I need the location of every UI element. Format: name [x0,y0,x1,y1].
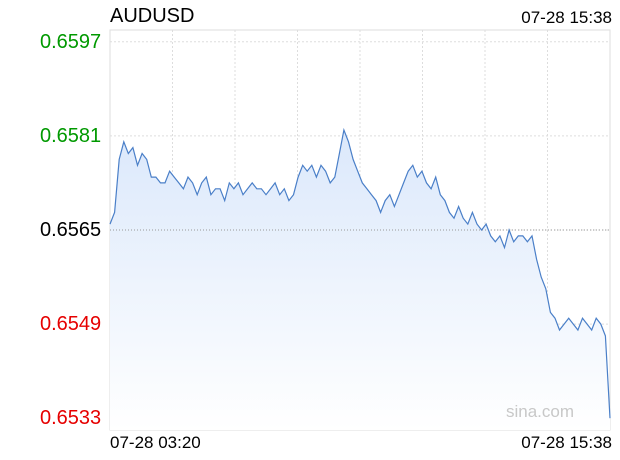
y-tick-label: 0.6533 [40,407,102,430]
x-tick-label-end: 07-28 15:38 [521,433,612,452]
y-tick-label: 0.6581 [40,124,102,147]
x-tick-label-start: 07-28 03:20 [110,433,201,452]
y-tick-label: 0.6597 [40,30,102,53]
last-update-timestamp: 07-28 15:38 [521,8,612,27]
symbol-title: AUDUSD [110,5,195,27]
price-line [109,127,611,419]
watermark: sina.com [506,402,575,421]
price-area-fill [110,130,610,430]
y-tick-label: 0.6549 [40,313,102,336]
y-tick-label: 0.6565 [40,219,102,241]
